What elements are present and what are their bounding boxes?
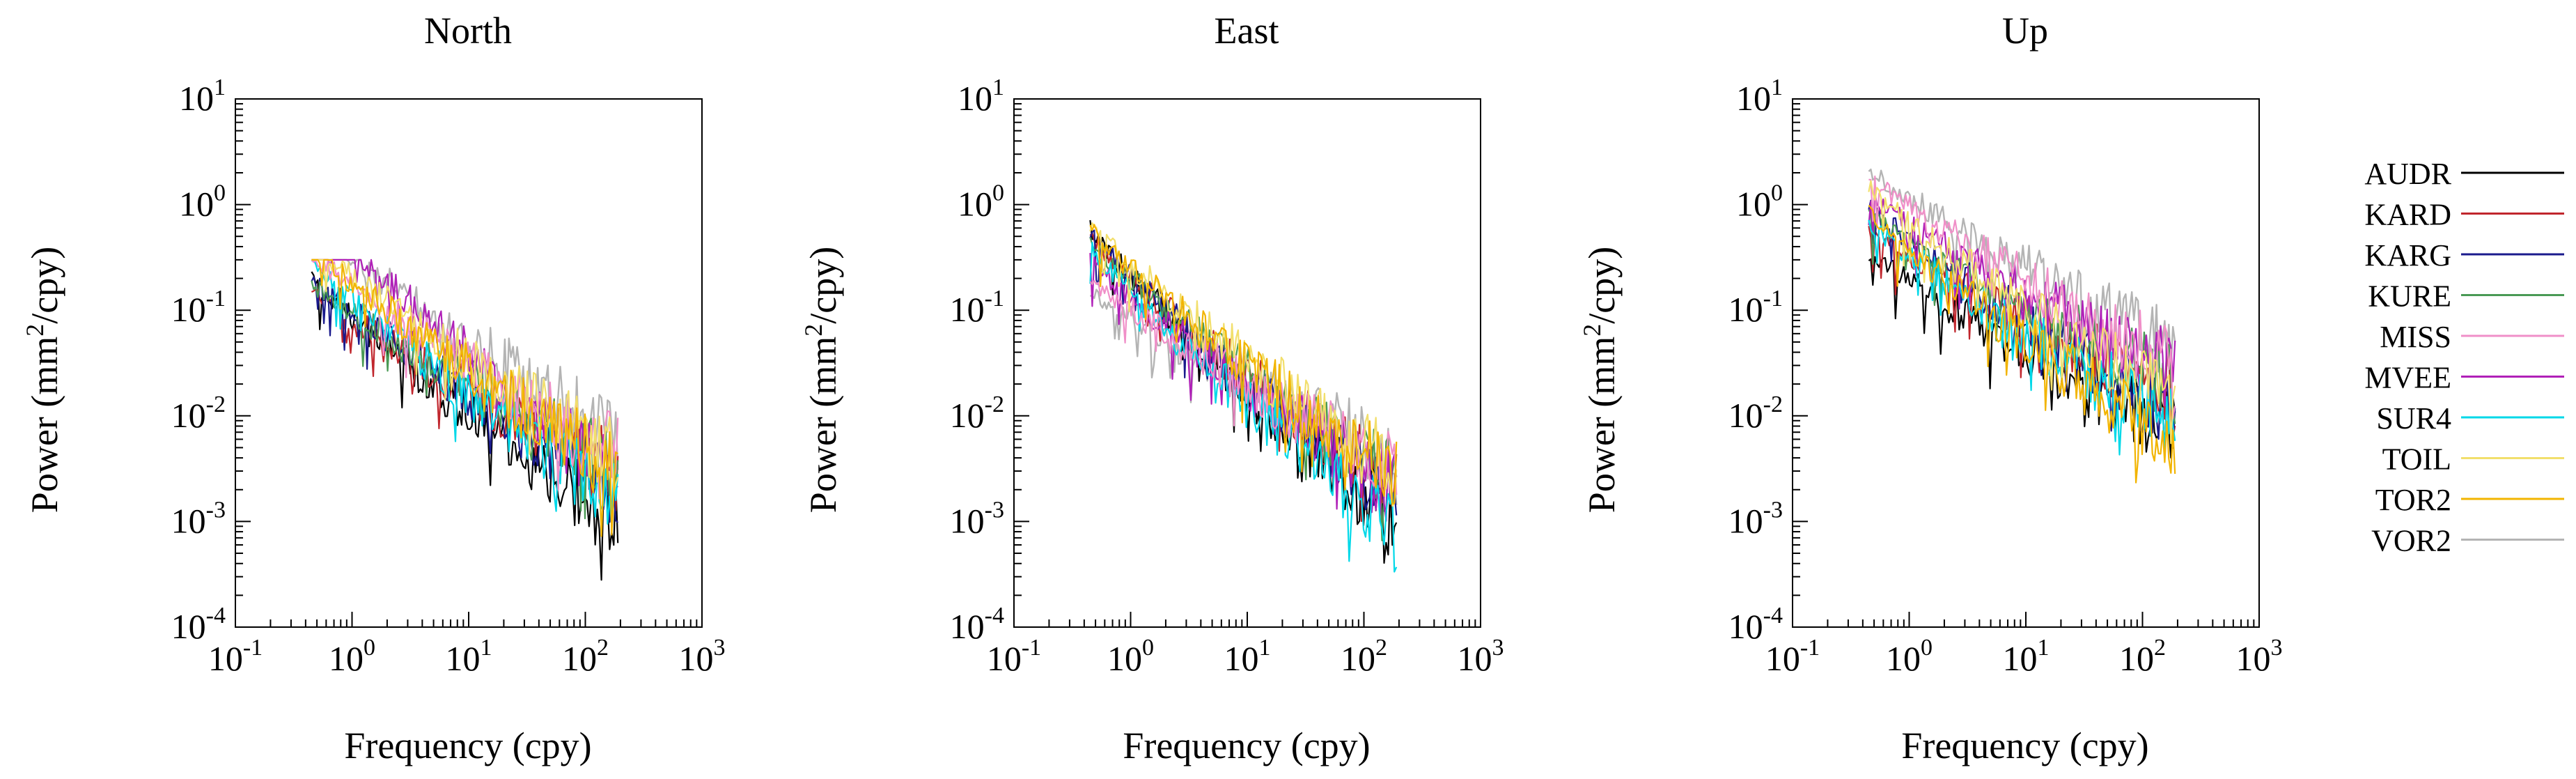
x-axis-label-north: Frequency (cpy) <box>344 725 591 766</box>
series-lines-north <box>311 259 619 581</box>
x-tick-label: 103 <box>679 635 726 678</box>
legend: AUDR KARD KARG KURE MISS MVEE SUR4 TOIL TOR2 VOR2 <box>2364 157 2564 558</box>
panel-title-north: North <box>424 10 512 52</box>
legend-label-kard: KARD <box>2364 198 2451 232</box>
y-tick-label: 10-2 <box>171 392 226 435</box>
series-lines-up <box>1868 168 2176 484</box>
x-tick-label: 100 <box>1107 635 1154 678</box>
legend-label-tor2: TOR2 <box>2375 483 2451 517</box>
panel-east: East Power (mm2/cpy) Frequency (cpy) 10-… <box>799 10 1504 766</box>
panel-title-east: East <box>1215 10 1279 52</box>
y-tick-label: 101 <box>958 75 1004 118</box>
plot-frame-east <box>1013 98 1481 628</box>
y-tick-label: 10-4 <box>1728 603 1783 646</box>
legend-label-vor2: VOR2 <box>2371 524 2451 558</box>
x-tick-label: 100 <box>329 635 375 678</box>
x-tick-label: 103 <box>1458 635 1504 678</box>
x-tick-label: 101 <box>2003 635 2050 678</box>
y-tick-label: 101 <box>1736 75 1783 118</box>
legend-label-audr: AUDR <box>2364 157 2451 191</box>
y-tick-label: 10-4 <box>950 603 1004 646</box>
series-line-sur4 <box>1868 219 2176 456</box>
plot-frame-up <box>1792 98 2260 628</box>
x-tick-label: 102 <box>1341 635 1387 678</box>
plot-frame-north <box>235 98 703 628</box>
x-axis-label-east: Frequency (cpy) <box>1123 725 1370 766</box>
y-axis-label-east: Power (mm2/cpy) <box>799 247 844 513</box>
y-tick-label: 101 <box>179 75 226 118</box>
series-line-tor2 <box>1089 224 1398 505</box>
series-line-tor2 <box>1868 205 2176 484</box>
y-tick-label: 10-1 <box>171 286 226 329</box>
tick-labels-up: 10-1 100 101 102 103 10-4 10-3 10-2 10-1 100 101 <box>1728 75 2283 678</box>
tick-labels-north: 10-1 100 101 102 103 10-4 10-3 10-2 10-1 100 101 <box>171 75 726 678</box>
y-tick-label: 10-3 <box>171 497 226 540</box>
y-tick-label: 10-3 <box>1728 497 1783 540</box>
y-tick-label: 10-2 <box>950 392 1004 435</box>
series-line-mvee <box>311 259 619 488</box>
panel-up: Up Power (mm2/cpy) Frequency (cpy) 10-1 1… <box>1578 10 2283 766</box>
series-lines-east <box>1089 219 1398 573</box>
panel-title-up: Up <box>2002 10 2048 52</box>
tick-labels-east: 10-1 100 101 102 103 10-4 10-3 10-2 10-1 100 101 <box>950 75 1504 678</box>
panel-north: North Power (mm2/cpy) Frequency (cpy) 10… <box>21 10 726 766</box>
x-tick-label: 10-1 <box>987 635 1041 678</box>
legend-label-toil: TOIL <box>2382 442 2451 477</box>
x-tick-label: 103 <box>2236 635 2283 678</box>
y-axis-label-north: Power (mm2/cpy) <box>21 247 65 513</box>
y-tick-label: 10-3 <box>950 497 1004 540</box>
legend-label-sur4: SUR4 <box>2376 401 2451 435</box>
x-tick-label: 101 <box>446 635 492 678</box>
series-line-tor2 <box>311 259 618 537</box>
y-tick-label: 10-1 <box>950 286 1004 329</box>
legend-label-karg: KARG <box>2364 238 2451 272</box>
legend-label-miss: MISS <box>2380 320 2451 354</box>
x-tick-label: 10-1 <box>208 635 263 678</box>
x-tick-label: 100 <box>1886 635 1933 678</box>
legend-label-kure: KURE <box>2368 279 2451 314</box>
series-line-miss <box>1868 175 2176 419</box>
x-tick-label: 102 <box>2119 635 2166 678</box>
legend-label-mvee: MVEE <box>2364 361 2451 395</box>
y-axis-label-up: Power (mm2/cpy) <box>1578 247 1623 513</box>
x-tick-label: 102 <box>562 635 609 678</box>
x-axis-label-up: Frequency (cpy) <box>1901 725 2148 766</box>
y-tick-label: 100 <box>958 180 1004 224</box>
x-tick-label: 10-1 <box>1765 635 1820 678</box>
y-tick-label: 10-4 <box>171 603 226 646</box>
y-tick-label: 100 <box>1736 180 1783 224</box>
x-tick-label: 101 <box>1224 635 1271 678</box>
y-tick-label: 100 <box>179 180 226 224</box>
y-tick-label: 10-1 <box>1728 286 1783 329</box>
y-tick-label: 10-2 <box>1728 392 1783 435</box>
series-line-toil <box>1868 180 2176 445</box>
